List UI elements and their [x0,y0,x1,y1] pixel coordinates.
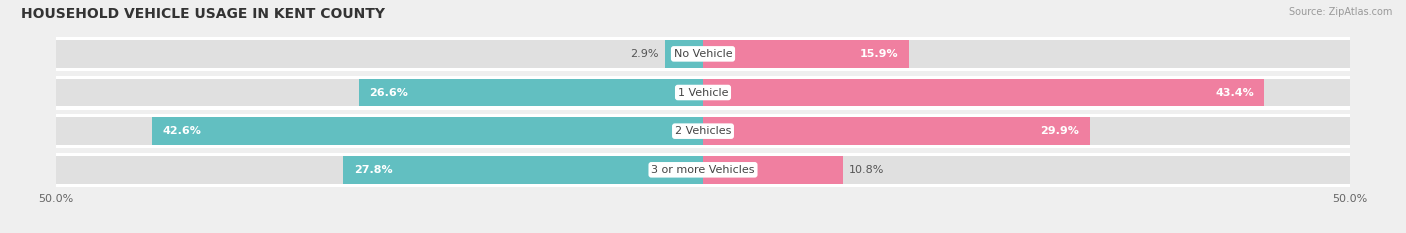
Bar [56,117,1350,145]
Text: 2 Vehicles: 2 Vehicles [675,126,731,136]
Bar [665,40,703,68]
Bar [703,156,842,184]
Text: 26.6%: 26.6% [370,88,408,98]
Bar [343,156,703,184]
Bar [152,117,703,145]
Bar [56,40,1350,68]
Bar [359,79,703,106]
Bar [56,37,1350,71]
Text: 15.9%: 15.9% [859,49,898,59]
Text: 43.4%: 43.4% [1215,88,1254,98]
Text: HOUSEHOLD VEHICLE USAGE IN KENT COUNTY: HOUSEHOLD VEHICLE USAGE IN KENT COUNTY [21,7,385,21]
Bar [56,79,1350,106]
Text: Source: ZipAtlas.com: Source: ZipAtlas.com [1288,7,1392,17]
Text: 42.6%: 42.6% [162,126,201,136]
Bar [56,156,1350,184]
Bar [56,153,1350,187]
Text: No Vehicle: No Vehicle [673,49,733,59]
Text: 2.9%: 2.9% [630,49,659,59]
Bar [703,40,908,68]
Bar [703,79,1264,106]
Text: 3 or more Vehicles: 3 or more Vehicles [651,165,755,175]
Text: 29.9%: 29.9% [1040,126,1080,136]
Bar [703,117,1090,145]
Text: 27.8%: 27.8% [354,165,392,175]
Bar [56,114,1350,148]
Bar [56,75,1350,110]
Text: 1 Vehicle: 1 Vehicle [678,88,728,98]
Text: 10.8%: 10.8% [849,165,884,175]
